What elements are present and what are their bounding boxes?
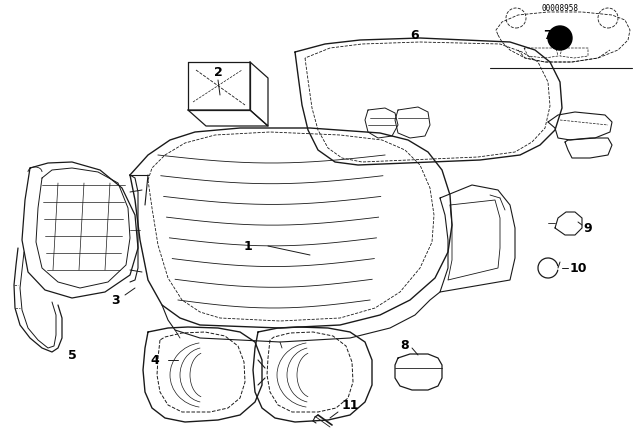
Text: 8: 8 xyxy=(401,339,410,352)
Text: 11: 11 xyxy=(341,399,359,412)
Text: 6: 6 xyxy=(411,29,419,42)
Text: 1: 1 xyxy=(244,240,252,253)
Text: 7: 7 xyxy=(543,29,552,42)
Circle shape xyxy=(548,26,572,50)
Text: 00008958: 00008958 xyxy=(541,4,579,13)
Text: 2: 2 xyxy=(214,65,222,78)
Text: 3: 3 xyxy=(111,293,119,306)
Text: 10: 10 xyxy=(569,262,587,275)
Text: 4: 4 xyxy=(150,353,159,366)
Text: 5: 5 xyxy=(68,349,76,362)
Text: 9: 9 xyxy=(584,221,592,234)
